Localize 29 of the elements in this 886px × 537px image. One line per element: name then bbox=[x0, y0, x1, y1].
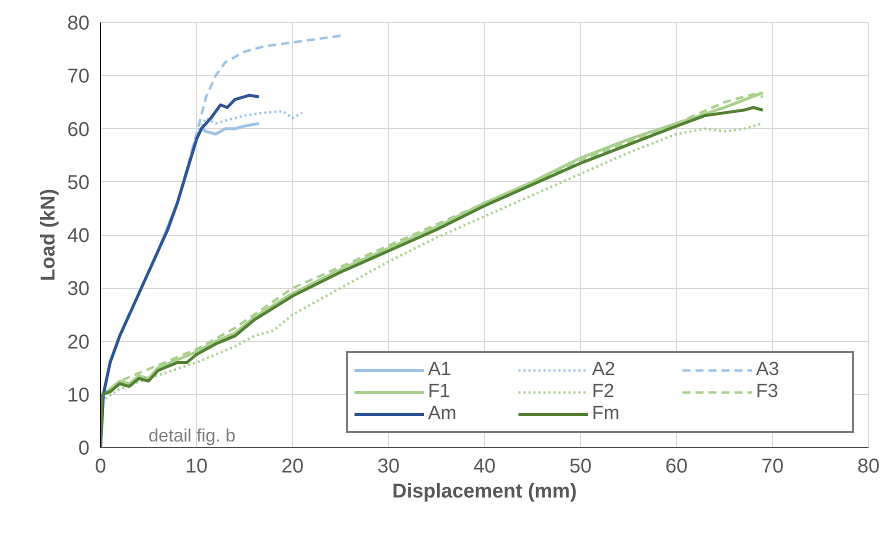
y-tick-label: 40 bbox=[67, 225, 90, 247]
legend-label: A1 bbox=[428, 359, 452, 381]
x-tick-label: 20 bbox=[281, 456, 304, 478]
legend-label: Am bbox=[428, 403, 458, 425]
x-tick-label: 10 bbox=[185, 456, 208, 478]
x-tick-label: 50 bbox=[569, 456, 592, 478]
annotation: detail fig. b bbox=[148, 426, 236, 446]
y-tick-label: 20 bbox=[67, 331, 90, 354]
x-tick-label: 80 bbox=[857, 456, 880, 478]
legend-label: F1 bbox=[428, 381, 452, 403]
y-tick-label: 70 bbox=[67, 66, 90, 88]
x-tick-label: 60 bbox=[665, 456, 688, 478]
y-axis-title: Load (kN) bbox=[37, 188, 60, 282]
x-tick-label: 40 bbox=[473, 456, 496, 478]
y-tick-label: 60 bbox=[67, 118, 90, 141]
legend-label: F2 bbox=[592, 381, 616, 403]
legend-label: A2 bbox=[592, 359, 616, 381]
x-tick-label: 0 bbox=[94, 456, 106, 478]
legend-label: F3 bbox=[756, 381, 780, 403]
x-tick-label: 70 bbox=[761, 456, 784, 478]
y-tick-label: 0 bbox=[78, 438, 90, 460]
y-tick-label: 50 bbox=[67, 172, 90, 194]
y-tick-label: 10 bbox=[67, 384, 90, 406]
x-axis-title: Displacement (mm) bbox=[392, 480, 577, 502]
y-tick-label: 30 bbox=[67, 278, 90, 300]
legend-label: Fm bbox=[592, 403, 620, 425]
x-tick-label: 30 bbox=[377, 456, 400, 478]
legend-label: A3 bbox=[756, 359, 780, 381]
y-tick-label: 80 bbox=[67, 12, 90, 34]
